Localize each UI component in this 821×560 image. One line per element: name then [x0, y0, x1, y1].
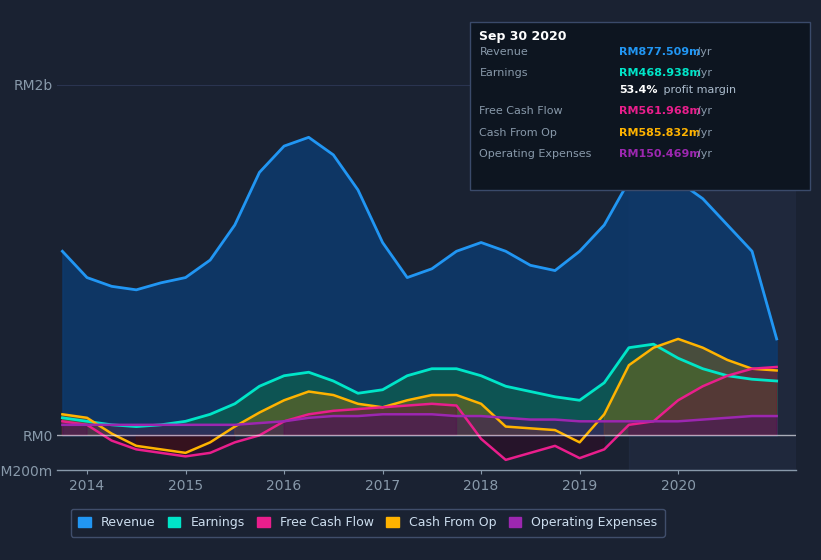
Text: RM150.469m: RM150.469m — [619, 149, 704, 159]
Text: Cash From Op: Cash From Op — [479, 128, 557, 138]
Text: /yr: /yr — [697, 128, 712, 138]
Text: /yr: /yr — [693, 46, 712, 57]
Text: profit margin: profit margin — [660, 85, 736, 95]
Text: Operating Expenses: Operating Expenses — [479, 149, 592, 159]
Text: RM468.938m: RM468.938m — [619, 68, 705, 78]
Text: /yr: /yr — [697, 149, 712, 159]
Text: Earnings: Earnings — [479, 68, 528, 78]
Text: /yr: /yr — [697, 68, 712, 78]
Text: RM877.509m: RM877.509m — [619, 46, 700, 57]
Text: Free Cash Flow: Free Cash Flow — [479, 106, 563, 116]
Text: RM561.968m: RM561.968m — [619, 106, 705, 116]
Text: /yr: /yr — [697, 106, 712, 116]
Text: Revenue: Revenue — [479, 46, 528, 57]
Text: 53.4%: 53.4% — [619, 85, 658, 95]
Legend: Revenue, Earnings, Free Cash Flow, Cash From Op, Operating Expenses: Revenue, Earnings, Free Cash Flow, Cash … — [71, 508, 665, 536]
Bar — [629, 67, 796, 470]
Text: RM585.832m: RM585.832m — [619, 128, 704, 138]
Text: Sep 30 2020: Sep 30 2020 — [479, 30, 567, 43]
